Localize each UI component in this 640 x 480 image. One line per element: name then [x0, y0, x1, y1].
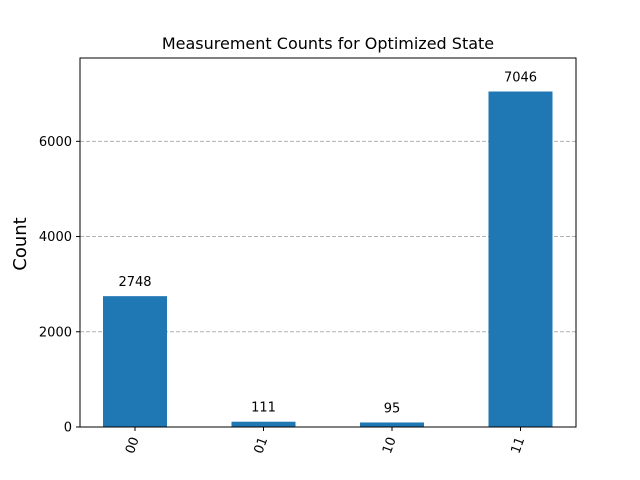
- y-axis-label: Count: [10, 217, 31, 270]
- data-label-11: 7046: [504, 71, 537, 86]
- data-label-01: 111: [251, 401, 276, 416]
- bar-00: [103, 296, 167, 427]
- bars: [103, 91, 553, 428]
- y-tick-label-4000: 4000: [39, 230, 72, 245]
- bar-01: [231, 421, 296, 427]
- bar-10: [360, 422, 424, 427]
- y-tick-label-6000: 6000: [39, 135, 72, 150]
- x-tick-label-10: 10: [380, 435, 400, 456]
- chart-title: Measurement Counts for Optimized State: [162, 34, 494, 53]
- x-tick-label-11: 11: [509, 435, 529, 456]
- axes: 0 2000 4000 6000 00 01 10 11: [39, 57, 577, 456]
- plot-frame: [79, 57, 577, 428]
- y-tick-label-0: 0: [64, 421, 72, 436]
- data-labels: 2748 111 95 7046: [118, 71, 537, 417]
- data-label-10: 95: [384, 401, 401, 416]
- x-tick-label-00: 00: [123, 435, 143, 456]
- data-label-00: 2748: [118, 275, 151, 290]
- x-tick-label-01: 01: [252, 435, 272, 456]
- grid-lines: [80, 140, 576, 333]
- y-tick-label-2000: 2000: [39, 325, 72, 340]
- bar-11: [488, 91, 553, 428]
